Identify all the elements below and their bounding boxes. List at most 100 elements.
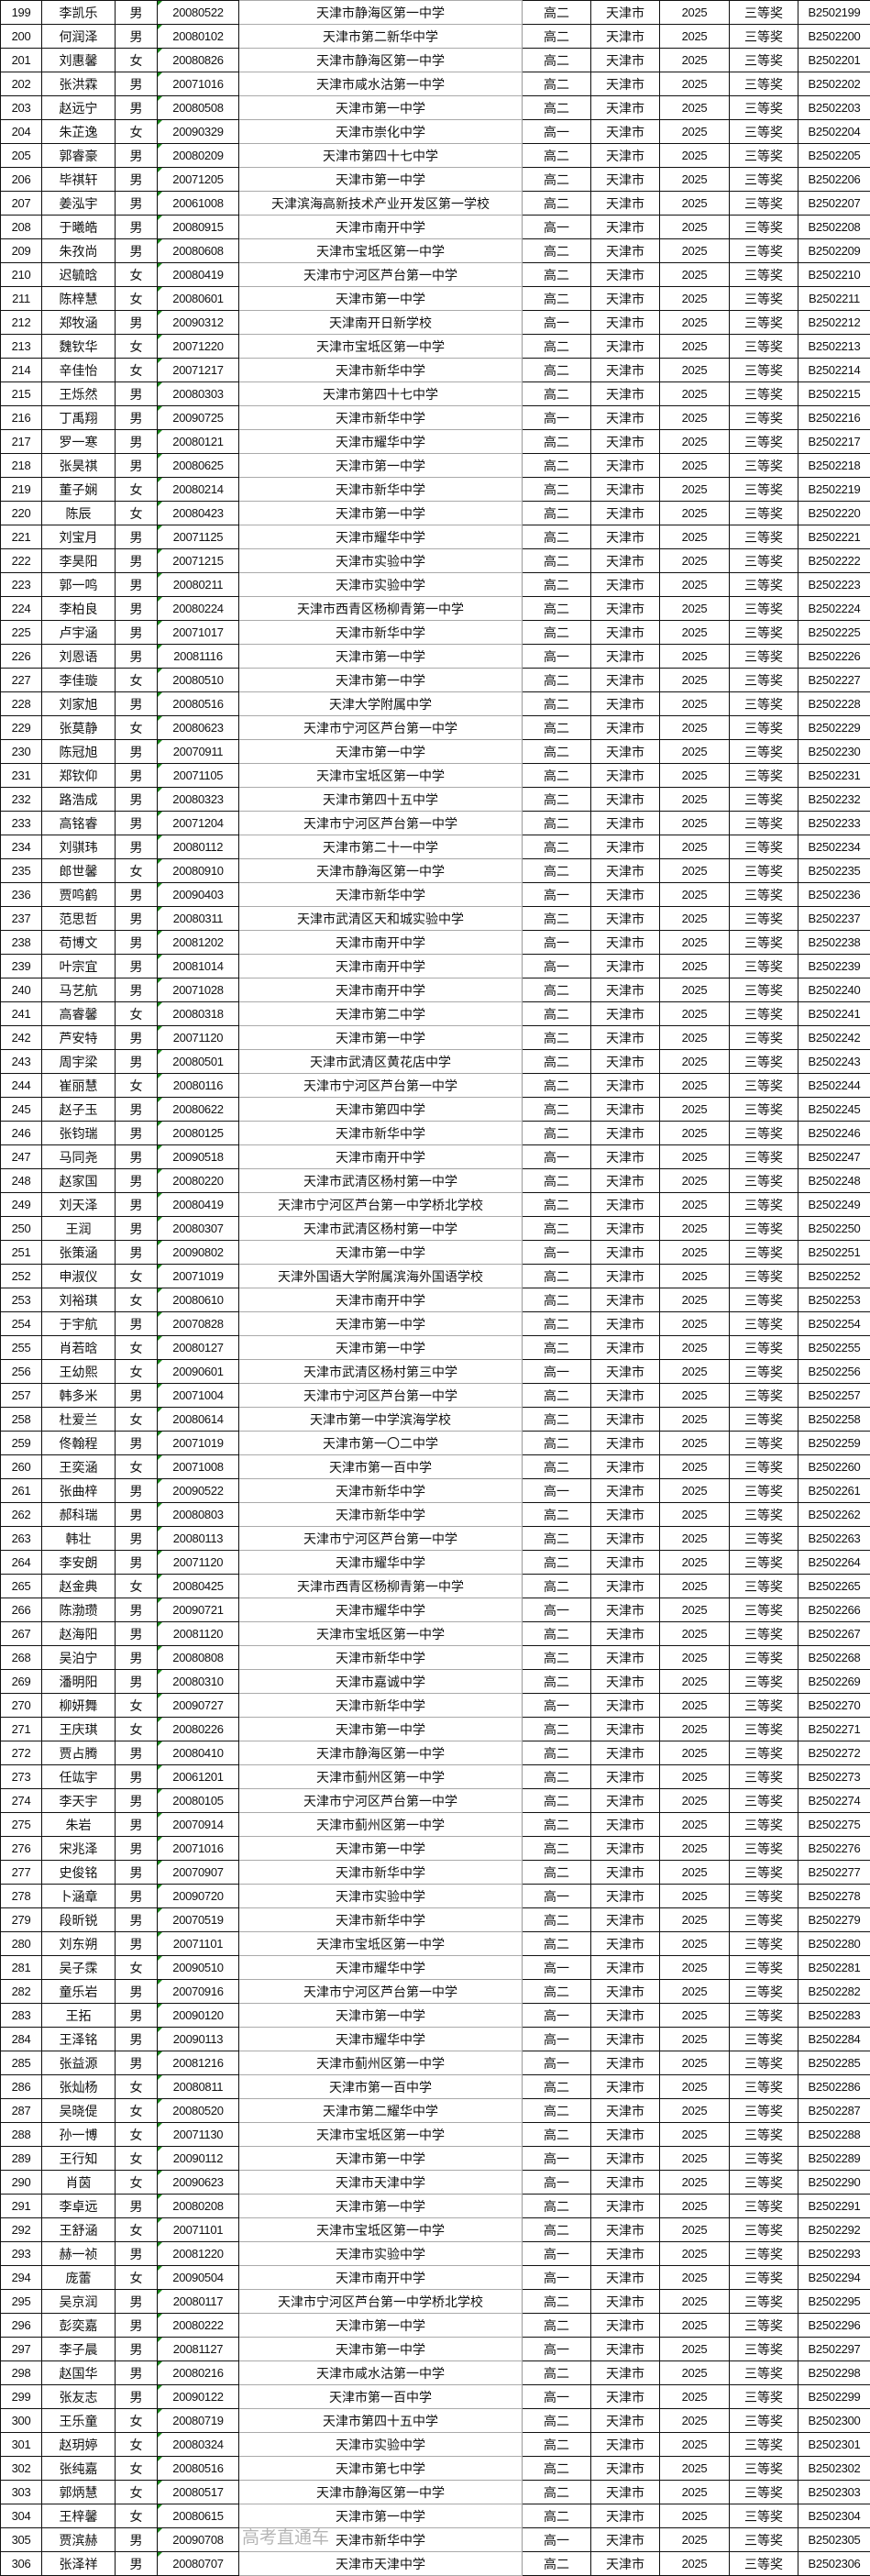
school-cell: 天津南开日新学校: [239, 311, 523, 335]
city-cell: 天津市: [591, 1932, 660, 1956]
grade-cell: 高二: [523, 1765, 591, 1789]
student-name-cell: 李安朗: [42, 1551, 116, 1575]
grade-cell: 高一: [523, 1598, 591, 1622]
serial-number-cell: 253: [1, 1288, 42, 1312]
year-cell: 2025: [660, 359, 730, 382]
serial-number-cell: 298: [1, 2361, 42, 2385]
school-cell: 天津市南开中学: [239, 2266, 523, 2290]
year-cell: 2025: [660, 2123, 730, 2147]
serial-number-cell: 287: [1, 2099, 42, 2123]
student-name-cell: 魏钦华: [42, 335, 116, 359]
certificate-id-cell: B2502200: [798, 25, 870, 49]
gender-cell: 女: [116, 2099, 158, 2123]
certificate-id-cell: B2502281: [798, 1956, 870, 1980]
birth-date-cell: 20090725: [158, 406, 239, 430]
student-name-cell: 辛佳怡: [42, 359, 116, 382]
school-cell: 天津市南开中学: [239, 978, 523, 1002]
year-cell: 2025: [660, 1098, 730, 1122]
birth-date-cell: 20080324: [158, 2433, 239, 2457]
gender-cell: 男: [116, 1312, 158, 1336]
school-cell: 天津市第二新华中学: [239, 25, 523, 49]
award-cell: 三等奖: [730, 2481, 798, 2504]
serial-number-cell: 291: [1, 2195, 42, 2218]
city-cell: 天津市: [591, 978, 660, 1002]
grade-cell: 高二: [523, 1789, 591, 1813]
student-name-cell: 马艺航: [42, 978, 116, 1002]
gender-cell: 男: [116, 549, 158, 573]
student-name-cell: 高睿馨: [42, 1002, 116, 1026]
certificate-id-cell: B2502251: [798, 1241, 870, 1265]
grade-cell: 高二: [523, 859, 591, 883]
student-name-cell: 郝科瑞: [42, 1503, 116, 1527]
gender-cell: 男: [116, 1026, 158, 1050]
student-name-cell: 王舒涵: [42, 2218, 116, 2242]
school-cell: 天津市西青区杨柳青第一中学: [239, 597, 523, 621]
grade-cell: 高二: [523, 1527, 591, 1551]
award-cell: 三等奖: [730, 144, 798, 168]
grade-cell: 高一: [523, 406, 591, 430]
school-cell: 天津市宝坻区第一中学: [239, 2123, 523, 2147]
city-cell: 天津市: [591, 1622, 660, 1646]
school-cell: 天津市第一中学: [239, 1336, 523, 1360]
school-cell: 天津市第一中学: [239, 1026, 523, 1050]
school-cell: 天津市实验中学: [239, 2242, 523, 2266]
grade-cell: 高二: [523, 359, 591, 382]
award-cell: 三等奖: [730, 72, 798, 96]
school-cell: 天津市第一中学: [239, 168, 523, 192]
school-cell: 天津市新华中学: [239, 1503, 523, 1527]
award-cell: 三等奖: [730, 2504, 798, 2528]
award-cell: 三等奖: [730, 382, 798, 406]
school-cell: 天津市新华中学: [239, 478, 523, 502]
school-cell: 天津市咸水沽第一中学: [239, 72, 523, 96]
grade-cell: 高二: [523, 1026, 591, 1050]
award-cell: 三等奖: [730, 1, 798, 25]
grade-cell: 高二: [523, 49, 591, 72]
award-cell: 三等奖: [730, 1956, 798, 1980]
birth-date-cell: 20080208: [158, 2195, 239, 2218]
birth-date-cell: 20071016: [158, 1837, 239, 1861]
year-cell: 2025: [660, 835, 730, 859]
year-cell: 2025: [660, 2004, 730, 2028]
year-cell: 2025: [660, 1074, 730, 1098]
birth-date-cell: 20071101: [158, 1932, 239, 1956]
certificate-id-cell: B2502301: [798, 2433, 870, 2457]
grade-cell: 高二: [523, 2099, 591, 2123]
serial-number-cell: 248: [1, 1169, 42, 1193]
certificate-id-cell: B2502217: [798, 430, 870, 454]
birth-date-cell: 20081220: [158, 2242, 239, 2266]
year-cell: 2025: [660, 1837, 730, 1861]
grade-cell: 高二: [523, 740, 591, 764]
birth-date-cell: 20080826: [158, 49, 239, 72]
school-cell: 天津市第一〇二中学: [239, 1432, 523, 1455]
city-cell: 天津市: [591, 382, 660, 406]
student-name-cell: 赵海阳: [42, 1622, 116, 1646]
certificate-id-cell: B2502252: [798, 1265, 870, 1288]
grade-cell: 高二: [523, 2409, 591, 2433]
certificate-id-cell: B2502234: [798, 835, 870, 859]
award-cell: 三等奖: [730, 1217, 798, 1241]
grade-cell: 高二: [523, 287, 591, 311]
award-cell: 三等奖: [730, 25, 798, 49]
year-cell: 2025: [660, 168, 730, 192]
city-cell: 天津市: [591, 49, 660, 72]
city-cell: 天津市: [591, 1813, 660, 1837]
student-name-cell: 王拓: [42, 2004, 116, 2028]
grade-cell: 高二: [523, 1002, 591, 1026]
city-cell: 天津市: [591, 263, 660, 287]
city-cell: 天津市: [591, 2457, 660, 2481]
grade-cell: 高二: [523, 597, 591, 621]
gender-cell: 女: [116, 502, 158, 525]
year-cell: 2025: [660, 502, 730, 525]
birth-date-cell: 20080501: [158, 1050, 239, 1074]
grade-cell: 高二: [523, 812, 591, 835]
year-cell: 2025: [660, 1551, 730, 1575]
award-cell: 三等奖: [730, 1098, 798, 1122]
grade-cell: 高一: [523, 2266, 591, 2290]
certificate-id-cell: B2502245: [798, 1098, 870, 1122]
award-cell: 三等奖: [730, 2004, 798, 2028]
